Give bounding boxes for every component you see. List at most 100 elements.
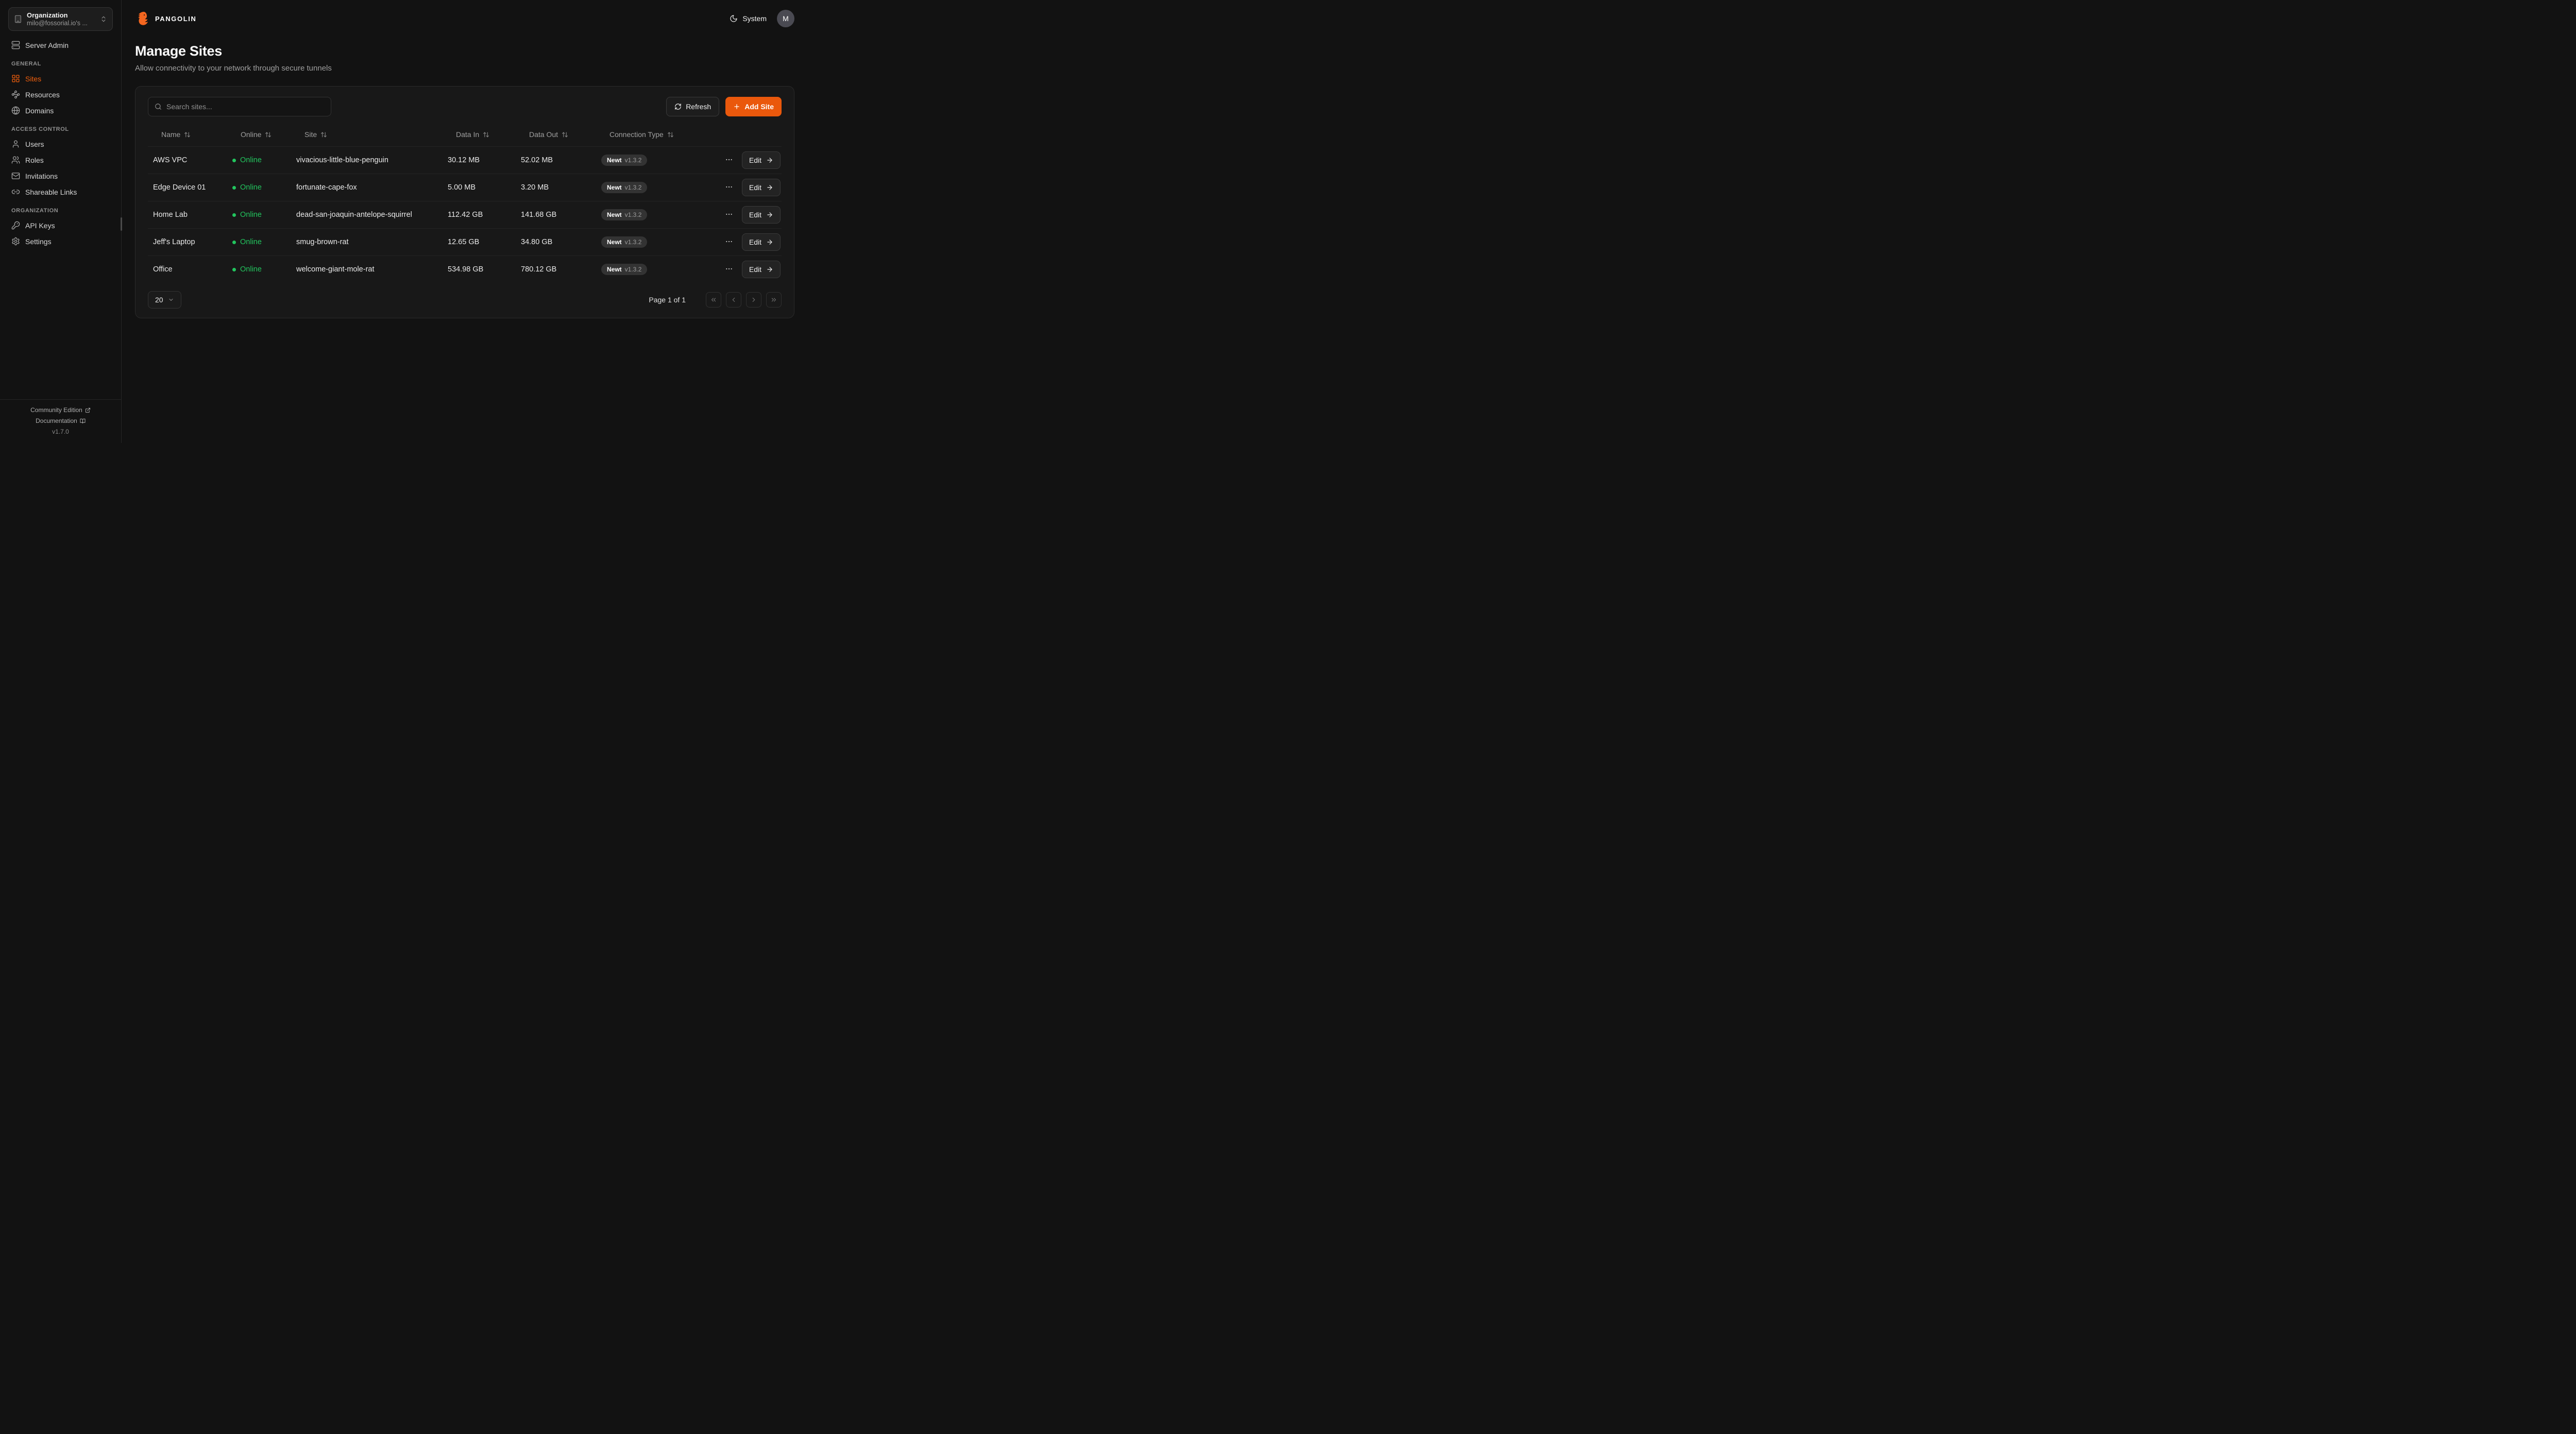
sidebar-item-resources[interactable]: Resources (6, 87, 115, 103)
column-header-data-out[interactable]: Data Out (516, 130, 596, 139)
connection-badge: Newt v1.3.2 (601, 236, 648, 248)
brand[interactable]: PANGOLIN (135, 11, 196, 26)
site-slug-cell: welcome-giant-mole-rat (296, 265, 375, 274)
sidebar-item-domains[interactable]: Domains (6, 103, 115, 118)
row-actions: Edit (720, 179, 782, 196)
sidebar-item-label: Shareable Links (25, 187, 77, 196)
connection-version: v1.3.2 (624, 184, 642, 191)
connection-type-cell: Newt v1.3.2 (596, 264, 720, 275)
arrow-right-icon (766, 238, 773, 246)
last-page-button[interactable] (766, 292, 782, 308)
data-out-cell: 3.20 MB (521, 183, 549, 192)
row-menu-button[interactable] (723, 155, 735, 166)
sidebar-item-shareable-links[interactable]: Shareable Links (6, 184, 115, 200)
org-selector[interactable]: Organization milo@fossorial.io's ... (8, 7, 113, 31)
column-header-connection-type[interactable]: Connection Type (596, 130, 720, 139)
connection-version: v1.3.2 (624, 211, 642, 218)
page-header: Manage Sites Allow connectivity to your … (135, 43, 794, 73)
community-edition-link[interactable]: Community Edition (30, 406, 91, 414)
sidebar-item-settings[interactable]: Settings (6, 233, 115, 249)
edit-button[interactable]: Edit (741, 151, 781, 169)
sidebar-item-label: Roles (25, 156, 44, 164)
edit-label: Edit (749, 265, 761, 274)
first-page-button[interactable] (706, 292, 721, 308)
ellipsis-icon (725, 237, 733, 246)
user-icon (11, 140, 20, 148)
row-menu-button[interactable] (723, 236, 735, 248)
site-slug-cell: smug-brown-rat (296, 238, 349, 246)
connection-type: Newt (607, 266, 622, 273)
data-out-cell: 141.68 GB (521, 211, 557, 219)
online-dot (232, 240, 236, 244)
sidebar-item-sites[interactable]: Sites (6, 71, 115, 87)
building-icon (14, 15, 22, 23)
ellipsis-icon (725, 210, 733, 218)
online-label: Online (240, 265, 262, 274)
sidebar-item-label: Invitations (25, 172, 58, 180)
online-label: Online (240, 156, 262, 164)
app-root: Organization milo@fossorial.io's ... Ser… (0, 0, 808, 443)
sidebar-item-label: Settings (25, 237, 52, 246)
arrow-right-icon (766, 266, 773, 273)
documentation-link[interactable]: Documentation (36, 417, 86, 424)
sidebar-item-roles[interactable]: Roles (6, 152, 115, 168)
gear-icon (11, 237, 20, 246)
connection-version: v1.3.2 (624, 238, 642, 246)
section-heading-organization: ORGANIZATION (11, 208, 59, 214)
page-size-select[interactable]: 20 (148, 291, 181, 309)
sidebar: Organization milo@fossorial.io's ... Ser… (0, 0, 122, 443)
row-menu-button[interactable] (723, 182, 735, 193)
column-header-online[interactable]: Online (227, 130, 291, 139)
connection-type: Newt (607, 238, 622, 246)
sidebar-item-label: Sites (25, 74, 42, 83)
edit-button[interactable]: Edit (741, 179, 781, 196)
next-page-button[interactable] (746, 292, 761, 308)
sidebar-footer: Community Edition Documentation v1.7.0 (0, 399, 121, 443)
row-menu-button[interactable] (723, 264, 735, 275)
column-label: Site (304, 130, 317, 139)
pangolin-logo-icon (135, 11, 150, 26)
sidebar-item-api-keys[interactable]: API Keys (6, 217, 115, 233)
server-icon (11, 41, 20, 49)
online-dot (232, 158, 236, 162)
column-label: Name (161, 130, 181, 139)
sidebar-resize-handle[interactable] (121, 217, 122, 231)
sidebar-item-label: Server Admin (25, 41, 69, 49)
sidebar-nav: Server Admin GENERAL Sites Resources Do (0, 34, 121, 249)
sidebar-item-label: Resources (25, 90, 60, 99)
row-menu-button[interactable] (723, 209, 735, 220)
add-site-button[interactable]: Add Site (725, 97, 782, 116)
page-info: Page 1 of 1 (649, 296, 686, 304)
theme-toggle[interactable]: System (730, 14, 767, 23)
sort-icon (184, 131, 191, 138)
refresh-button[interactable]: Refresh (666, 97, 720, 116)
user-avatar[interactable]: M (777, 10, 794, 27)
search-input[interactable] (166, 103, 325, 111)
previous-page-button[interactable] (726, 292, 741, 308)
search-box (148, 97, 331, 116)
table-row: Jeff's Laptop Online smug-brown-rat 12.6… (148, 228, 782, 255)
row-actions: Edit (720, 233, 782, 251)
online-label: Online (240, 211, 262, 219)
column-header-name[interactable]: Name (148, 130, 227, 139)
table-row: Office Online welcome-giant-mole-rat 534… (148, 255, 782, 283)
column-header-site[interactable]: Site (291, 130, 443, 139)
column-label: Connection Type (609, 130, 664, 139)
connection-type-cell: Newt v1.3.2 (596, 155, 720, 166)
section-heading-general: GENERAL (11, 61, 41, 67)
sidebar-item-invitations[interactable]: Invitations (6, 168, 115, 184)
org-title: Organization (27, 11, 68, 19)
edit-button[interactable]: Edit (741, 261, 781, 278)
connection-type: Newt (607, 211, 622, 218)
edit-button[interactable]: Edit (741, 206, 781, 224)
arrow-right-icon (766, 157, 773, 164)
sidebar-item-users[interactable]: Users (6, 136, 115, 152)
ellipsis-icon (725, 265, 733, 273)
connection-type-cell: Newt v1.3.2 (596, 209, 720, 220)
online-status-cell: Online (227, 265, 291, 274)
table-footer: 20 Page 1 of 1 (148, 291, 782, 309)
column-header-data-in[interactable]: Data In (443, 130, 516, 139)
chevrons-up-down-icon (100, 15, 107, 23)
sidebar-item-server-admin[interactable]: Server Admin (6, 37, 115, 53)
edit-button[interactable]: Edit (741, 233, 781, 251)
